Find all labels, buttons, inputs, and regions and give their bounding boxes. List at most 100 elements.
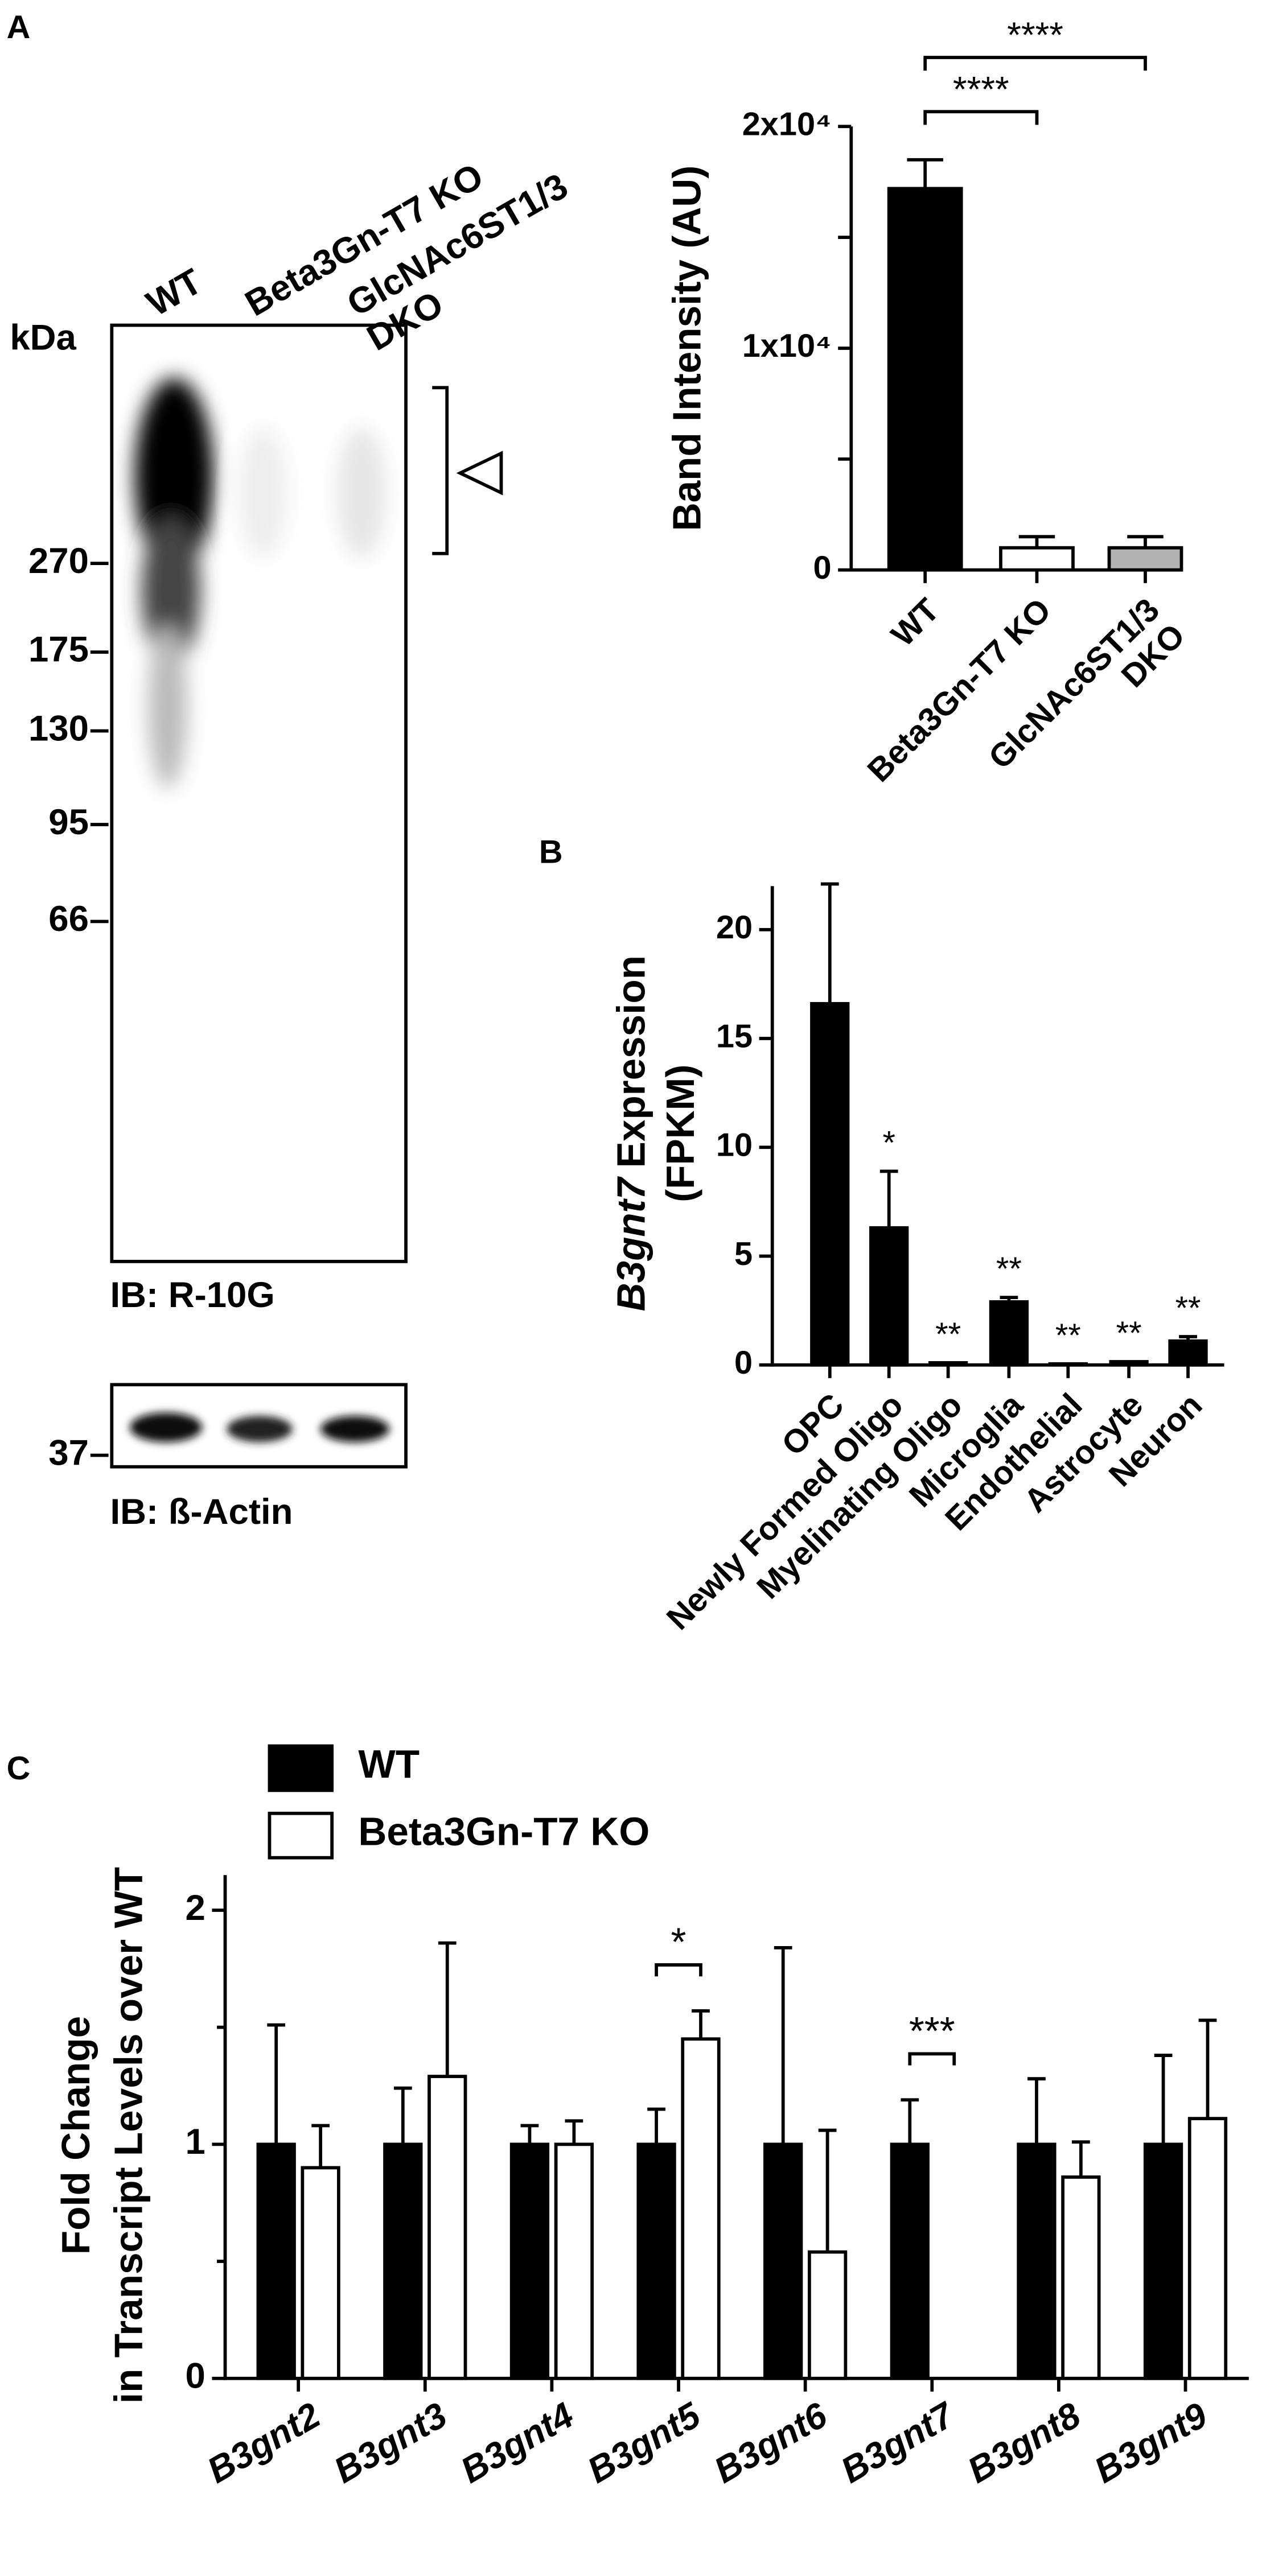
significance-bracket bbox=[923, 110, 1039, 125]
x-tick-label: B3gnt6 bbox=[708, 2395, 834, 2491]
bar bbox=[256, 2142, 296, 2380]
y-axis-title-italic: B3gnt7 bbox=[609, 1176, 653, 1311]
panel-label: B bbox=[539, 834, 563, 870]
significance: **** bbox=[1007, 15, 1063, 55]
error-bar bbox=[692, 2009, 710, 2039]
bar bbox=[887, 187, 963, 572]
bar bbox=[427, 2075, 467, 2380]
bar bbox=[681, 2037, 721, 2380]
y-tick-label: 2x10⁴ bbox=[742, 106, 832, 143]
error-bar bbox=[1179, 1335, 1197, 1341]
significance: * bbox=[671, 1920, 687, 1964]
legend-swatch bbox=[268, 1744, 334, 1792]
error-bar bbox=[267, 2023, 286, 2145]
y-tick-label: 1x10⁴ bbox=[742, 328, 832, 364]
y-tick-label: 2 bbox=[186, 1888, 205, 1928]
y-tick-label: 1 bbox=[186, 2122, 205, 2162]
y-axis-title: Band Intensity (AU) bbox=[665, 166, 709, 531]
error-bar bbox=[647, 2107, 665, 2145]
error-bar bbox=[1027, 2077, 1046, 2145]
bracket bbox=[432, 386, 449, 555]
error-bar bbox=[1127, 535, 1164, 548]
bar bbox=[890, 2142, 930, 2380]
significance: *** bbox=[909, 2009, 955, 2053]
actin-bands bbox=[130, 1412, 390, 1442]
significance: **** bbox=[953, 69, 1009, 109]
significance: ** bbox=[1175, 1290, 1201, 1326]
bar bbox=[989, 1300, 1029, 1367]
error-bar bbox=[879, 1169, 898, 1228]
marker-label: 66 bbox=[48, 899, 89, 939]
y-axis-title: (FPKM) bbox=[658, 1065, 702, 1202]
bar bbox=[554, 2142, 594, 2380]
y-tick-label: 10 bbox=[716, 1127, 753, 1164]
y-axis-title: Fold Change bbox=[54, 2016, 98, 2254]
x-tick-label: B3gnt4 bbox=[454, 2395, 580, 2491]
significance: ** bbox=[1055, 1317, 1081, 1354]
y-tick-label: 15 bbox=[716, 1018, 753, 1054]
bar bbox=[1109, 1360, 1149, 1367]
marker-label: 95 bbox=[48, 802, 89, 842]
bar bbox=[509, 2142, 550, 2380]
blot: kDa IB: R-10G IB: ß-Actin 37 bbox=[10, 318, 503, 1532]
marker-label: 130 bbox=[28, 708, 89, 748]
x-tick-label: B3gnt3 bbox=[327, 2395, 453, 2491]
error-bar bbox=[438, 1941, 457, 2077]
significance: ** bbox=[935, 1316, 961, 1353]
bar bbox=[869, 1226, 909, 1367]
x-tick-label: B3gnt7 bbox=[835, 2394, 962, 2491]
bar bbox=[1048, 1362, 1088, 1367]
error-bar bbox=[818, 2128, 837, 2252]
error-bar bbox=[393, 2086, 412, 2145]
legend-label: WT bbox=[358, 1742, 420, 1786]
significance-bracket bbox=[923, 56, 1147, 71]
error-bar bbox=[1154, 2054, 1173, 2145]
legend-swatch bbox=[268, 1811, 334, 1860]
bar bbox=[810, 1001, 850, 1367]
significance: ** bbox=[996, 1251, 1022, 1287]
bar bbox=[636, 2142, 676, 2380]
error-bar bbox=[901, 2098, 919, 2145]
panel-label: C bbox=[7, 1750, 31, 1787]
unit-label: kDa bbox=[10, 318, 76, 357]
bar bbox=[928, 1361, 968, 1367]
bar bbox=[301, 2166, 340, 2380]
bar bbox=[1107, 546, 1183, 572]
y-tick-label: 20 bbox=[716, 909, 753, 946]
significance-bracket bbox=[908, 2052, 956, 2066]
y-axis-title-part: Expression bbox=[609, 955, 653, 1168]
bar bbox=[1017, 2142, 1057, 2380]
significance: * bbox=[882, 1124, 895, 1161]
x-tick-label: B3gnt2 bbox=[201, 2395, 327, 2491]
bar bbox=[1168, 1339, 1208, 1367]
error-bar bbox=[1000, 1296, 1018, 1302]
lane-label: WT bbox=[140, 261, 209, 324]
y-tick-label: 0 bbox=[813, 550, 832, 586]
error-bar bbox=[311, 2124, 330, 2168]
error-bar bbox=[820, 882, 839, 1004]
x-tick-label: B3gnt5 bbox=[581, 2394, 708, 2491]
significance: ** bbox=[1116, 1315, 1142, 1351]
error-bar bbox=[520, 2124, 539, 2145]
x-tick-label: Newly Formed Oligo bbox=[660, 1387, 910, 1637]
bar bbox=[1061, 2175, 1101, 2380]
ib-label: IB: R-10G bbox=[110, 1275, 274, 1315]
x-tick-label: B3gnt9 bbox=[1088, 2395, 1214, 2491]
y-tick-label: 0 bbox=[186, 2356, 205, 2396]
ib-label: IB: ß-Actin bbox=[110, 1492, 293, 1532]
bar bbox=[383, 2142, 423, 2380]
error-bar bbox=[565, 2119, 583, 2145]
bar bbox=[763, 2142, 803, 2380]
y-axis-title: in Transcript Levels over WT bbox=[106, 1867, 150, 2404]
significance-bracket bbox=[655, 1963, 702, 1977]
legend-label: Beta3Gn-T7 KO bbox=[358, 1810, 650, 1854]
panel-label: A bbox=[7, 9, 31, 46]
y-tick-label: 0 bbox=[734, 1345, 753, 1381]
smear bbox=[134, 377, 387, 789]
bar bbox=[1187, 2117, 1228, 2380]
error-bar bbox=[1072, 2140, 1090, 2177]
y-tick-label: 5 bbox=[734, 1236, 753, 1272]
x-tick-label: WT bbox=[885, 592, 947, 654]
y-axis-title: B3gnt7 Expression bbox=[609, 955, 653, 1312]
